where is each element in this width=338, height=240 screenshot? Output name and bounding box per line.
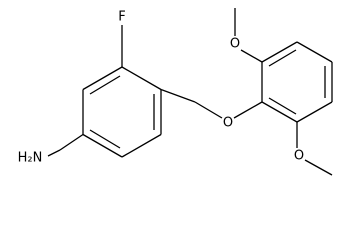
atom-label: H₂N (18, 151, 43, 166)
page: {"atoms": {"fluorine": "F", "ether_oxyge… (17, 8, 333, 176)
atom-label: F (118, 10, 125, 25)
structure-diagram: F O O O H₂N (18, 8, 333, 176)
atom-label: O (223, 116, 233, 131)
atom-label: O (230, 37, 240, 52)
ring-a (82, 66, 162, 158)
atom-label: O (294, 149, 304, 164)
bonds (47, 8, 333, 176)
ring-b (261, 41, 333, 123)
